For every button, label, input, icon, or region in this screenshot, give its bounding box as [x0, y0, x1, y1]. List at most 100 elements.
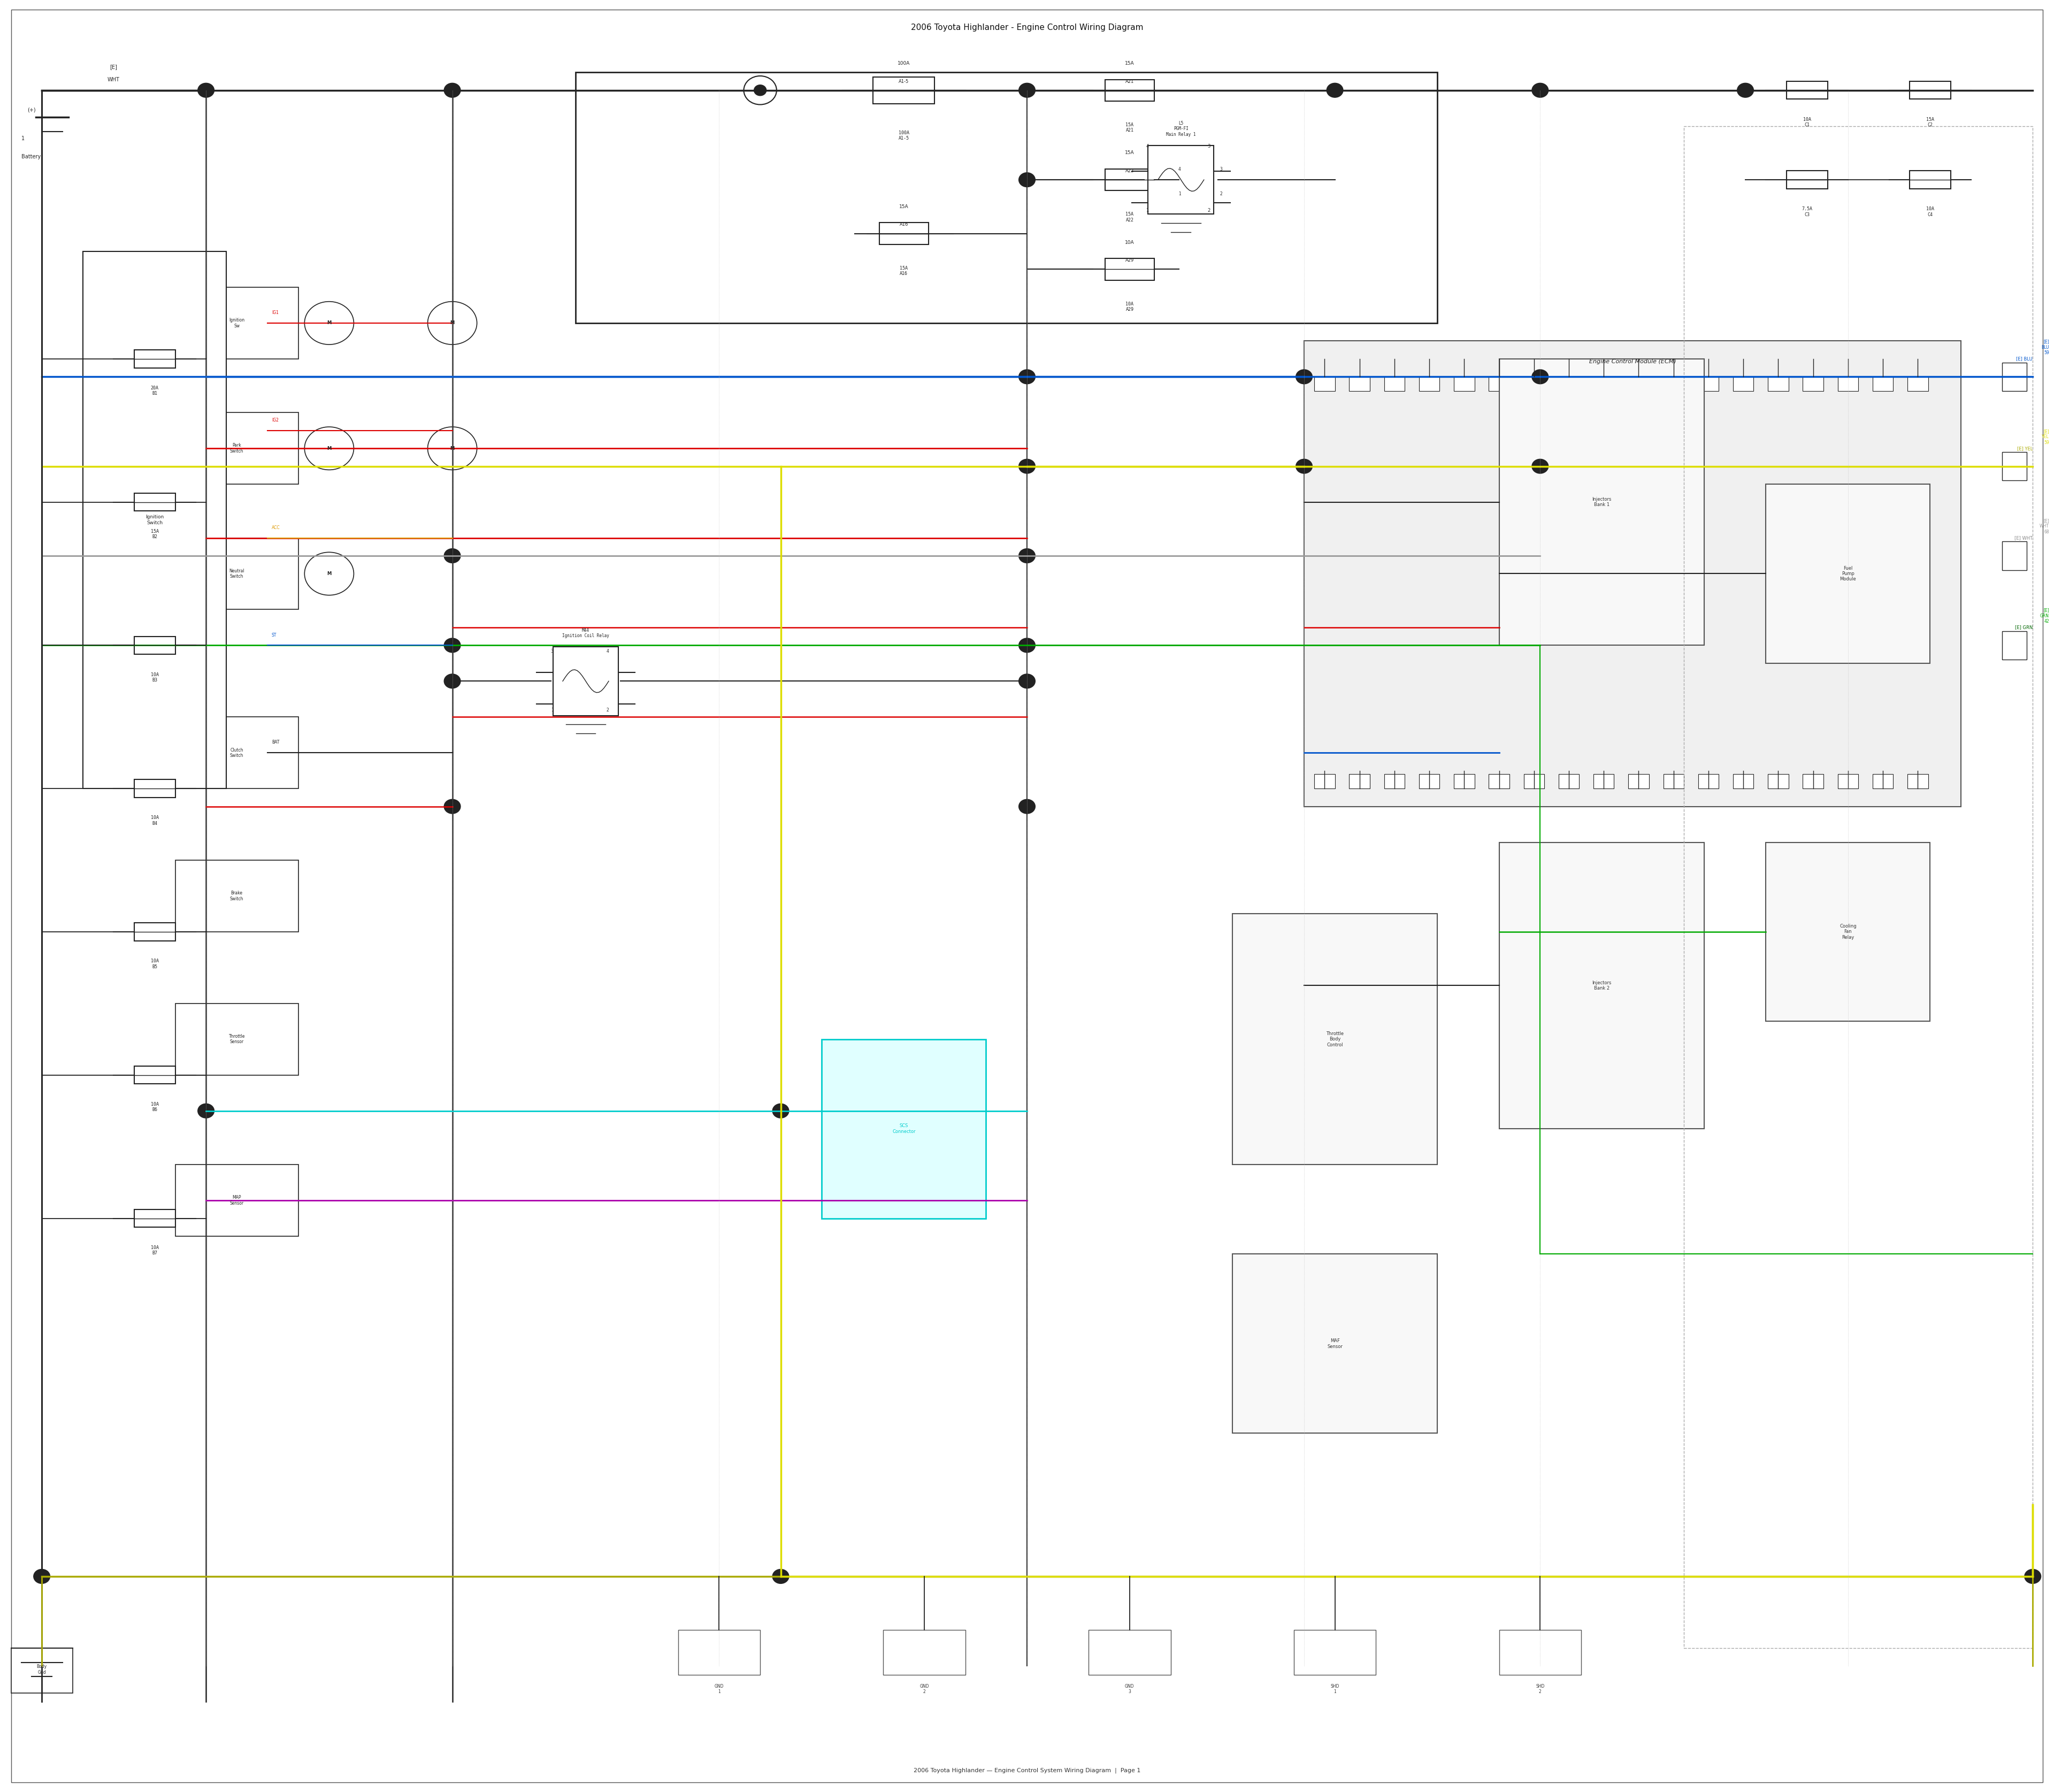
Text: 7.5A
C3: 7.5A C3	[1801, 206, 1812, 217]
Text: ST: ST	[271, 633, 277, 638]
Text: Clutch
Switch: Clutch Switch	[230, 747, 244, 758]
Bar	[1910, 81, 1951, 99]
Text: GND
2: GND 2	[920, 1684, 928, 1693]
Text: 100A
A1-5: 100A A1-5	[898, 131, 910, 142]
Text: 4: 4	[1146, 143, 1148, 149]
Bar	[553, 647, 618, 715]
Text: IG1: IG1	[271, 310, 279, 315]
Text: Brake
Switch: Brake Switch	[230, 891, 244, 901]
Bar	[2003, 452, 2027, 480]
Text: 10A
B5: 10A B5	[150, 959, 158, 969]
Bar	[1629, 774, 1649, 788]
Bar	[1766, 484, 1931, 663]
Text: 1: 1	[21, 136, 25, 142]
Bar	[879, 222, 928, 244]
Bar	[1384, 774, 1405, 788]
Circle shape	[744, 75, 776, 104]
Circle shape	[772, 1104, 789, 1118]
Bar	[1873, 774, 1894, 788]
Text: 1: 1	[1146, 208, 1148, 213]
Circle shape	[1327, 82, 1343, 97]
Text: L5
PGM-FI
Main Relay 1: L5 PGM-FI Main Relay 1	[1167, 120, 1195, 136]
Text: 10A
B6: 10A B6	[150, 1102, 158, 1113]
Text: 3: 3	[1220, 167, 1222, 172]
Text: 15A: 15A	[1126, 61, 1134, 66]
Text: SHD
2: SHD 2	[1536, 1684, 1545, 1693]
Bar	[175, 717, 298, 788]
Text: 10A: 10A	[1126, 240, 1134, 246]
Circle shape	[1019, 459, 1035, 473]
Bar	[1419, 376, 1440, 391]
Bar	[1910, 170, 1951, 188]
Text: A1-5: A1-5	[900, 79, 910, 84]
Circle shape	[304, 552, 353, 595]
Text: Cooling
Fan
Relay: Cooling Fan Relay	[1840, 925, 1857, 939]
Bar	[175, 287, 298, 358]
Bar	[1664, 774, 1684, 788]
Text: 4: 4	[606, 649, 608, 654]
Bar	[134, 1066, 175, 1084]
Text: A16: A16	[900, 222, 908, 228]
Bar	[1594, 376, 1614, 391]
Bar	[134, 780, 175, 797]
Bar	[175, 1165, 298, 1236]
Text: 3: 3	[1208, 143, 1210, 149]
Bar	[1684, 125, 2033, 1649]
Text: 4: 4	[1179, 167, 1181, 172]
Bar	[1699, 774, 1719, 788]
Bar	[1232, 914, 1438, 1165]
Text: 2006 Toyota Highlander — Engine Control System Wiring Diagram  |  Page 1: 2006 Toyota Highlander — Engine Control …	[914, 1767, 1140, 1774]
Text: 10A
A29: 10A A29	[1126, 301, 1134, 312]
Bar	[1908, 774, 1929, 788]
Text: 20A
B1: 20A B1	[150, 385, 158, 396]
Text: Fuel
Pump
Module: Fuel Pump Module	[1840, 566, 1857, 582]
Circle shape	[444, 548, 460, 563]
Text: 2006 Toyota Highlander - Engine Control Wiring Diagram: 2006 Toyota Highlander - Engine Control …	[910, 23, 1144, 32]
Bar	[175, 1004, 298, 1075]
Text: A21: A21	[1126, 79, 1134, 84]
Text: M: M	[327, 572, 331, 575]
Text: 15A
C2: 15A C2	[1927, 116, 1935, 127]
Bar	[1105, 258, 1154, 280]
Circle shape	[197, 369, 214, 383]
Text: [E]
YEL
59: [E] YEL 59	[2042, 428, 2050, 444]
Text: Neutral
Switch: Neutral Switch	[230, 568, 244, 579]
Text: 2: 2	[606, 708, 608, 713]
Text: 2: 2	[1208, 208, 1210, 213]
Text: Injectors
Bank 1: Injectors Bank 1	[1592, 496, 1612, 507]
Text: 15A: 15A	[1126, 151, 1134, 156]
Text: Ignition
Switch: Ignition Switch	[146, 514, 164, 525]
Text: 10A
B7: 10A B7	[150, 1245, 158, 1256]
Bar	[10, 1649, 72, 1693]
Bar	[175, 412, 298, 484]
Text: 1: 1	[550, 708, 553, 713]
Text: [E] BLU: [E] BLU	[2017, 357, 2033, 362]
Text: MAF
Sensor: MAF Sensor	[1327, 1339, 1343, 1349]
Text: Ignition
Sw: Ignition Sw	[228, 317, 244, 328]
Circle shape	[304, 301, 353, 344]
Bar	[1766, 842, 1931, 1021]
Text: 1: 1	[1179, 192, 1181, 197]
Text: A29: A29	[1126, 258, 1134, 263]
Circle shape	[444, 638, 460, 652]
Bar	[1294, 1631, 1376, 1676]
Bar	[1349, 774, 1370, 788]
Text: WHT: WHT	[107, 77, 119, 82]
Text: 15A: 15A	[900, 204, 908, 210]
Bar	[883, 1631, 965, 1676]
Bar	[1105, 168, 1154, 190]
Circle shape	[444, 674, 460, 688]
Bar	[1734, 774, 1754, 788]
Bar	[1315, 376, 1335, 391]
Circle shape	[1019, 172, 1035, 186]
Text: SHD
1: SHD 1	[1331, 1684, 1339, 1693]
Text: Engine Control Module (ECM): Engine Control Module (ECM)	[1590, 358, 1676, 364]
Bar	[1629, 376, 1649, 391]
Bar	[1664, 376, 1684, 391]
Bar	[134, 349, 175, 367]
Bar	[1768, 376, 1789, 391]
Bar	[1524, 774, 1545, 788]
Text: 10A
B3: 10A B3	[150, 672, 158, 683]
Bar	[1499, 358, 1705, 645]
Bar	[1838, 774, 1859, 788]
